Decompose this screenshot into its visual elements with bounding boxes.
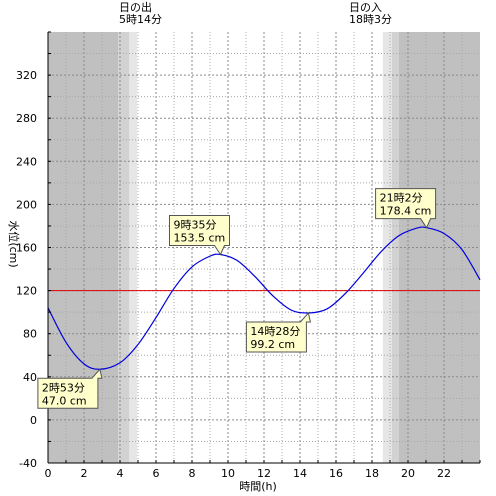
annotation-callout-box bbox=[375, 188, 437, 229]
annotation-level: 178.4 cm bbox=[380, 205, 432, 218]
tide-series-line bbox=[47, 226, 481, 370]
x-tick-label: 20 bbox=[401, 467, 415, 480]
annotation-time: 2時53分 bbox=[42, 381, 85, 394]
y-tick-label: 320 bbox=[16, 69, 37, 82]
y-tick-label: 0 bbox=[30, 414, 37, 427]
annotation-callout-box bbox=[168, 215, 230, 256]
series-group bbox=[47, 226, 481, 370]
x-tick-label: 2 bbox=[81, 467, 88, 480]
annotation-time: 9時35分 bbox=[173, 219, 216, 232]
y-tick-labels: -40 0 40 80 120 160 200 240 280 320 bbox=[16, 69, 37, 470]
sunset-title: 日の入 bbox=[349, 1, 382, 14]
twilight-band-evening-light bbox=[382, 32, 392, 463]
grid bbox=[48, 32, 480, 463]
x-tick-label: 10 bbox=[221, 467, 235, 480]
y-tick-label: 120 bbox=[16, 285, 37, 298]
y-tick-label: -40 bbox=[19, 457, 37, 470]
annotation-level: 47.0 cm bbox=[42, 394, 87, 407]
x-tick-label: 14 bbox=[293, 467, 307, 480]
sunrise-title: 日の出 bbox=[119, 0, 152, 14]
x-axis-label: 時間(h) bbox=[239, 480, 277, 493]
annotation-time: 21時2分 bbox=[380, 192, 423, 205]
y-axis-label: 水位(cm) bbox=[7, 220, 21, 267]
x-tick-label: 0 bbox=[45, 467, 52, 480]
sunrise-time: 5時14分 bbox=[119, 13, 162, 26]
y-tick-label: 40 bbox=[23, 371, 37, 384]
annotation-level: 153.5 cm bbox=[173, 232, 225, 245]
x-tick-label: 6 bbox=[153, 467, 160, 480]
x-tick-label: 22 bbox=[437, 467, 451, 480]
x-tick-label: 12 bbox=[257, 467, 271, 480]
x-tick-label: 16 bbox=[329, 467, 343, 480]
y-tick-label: 240 bbox=[16, 155, 37, 168]
annotation-time: 14時28分 bbox=[250, 325, 300, 338]
y-tick-label: 80 bbox=[23, 328, 37, 341]
y-tick-label: 280 bbox=[16, 112, 37, 125]
twilight-band-morning-dark bbox=[118, 32, 129, 463]
x-tick-label: 4 bbox=[117, 467, 124, 480]
y-tick-label: 160 bbox=[16, 242, 37, 255]
twilight-band-evening-dark bbox=[391, 32, 399, 463]
y-tick-label: 200 bbox=[16, 198, 37, 211]
annotation-callout-box bbox=[245, 311, 312, 353]
x-tick-labels: 0 2 4 6 8 10 12 14 16 18 20 22 bbox=[45, 467, 452, 480]
x-tick-label: 18 bbox=[365, 467, 379, 480]
sunset-time: 18時3分 bbox=[349, 13, 392, 26]
day-night-shading bbox=[48, 32, 480, 463]
annotation-callout-box bbox=[37, 368, 103, 409]
x-tick-label: 8 bbox=[189, 467, 196, 480]
annotation-level: 99.2 cm bbox=[250, 338, 295, 351]
